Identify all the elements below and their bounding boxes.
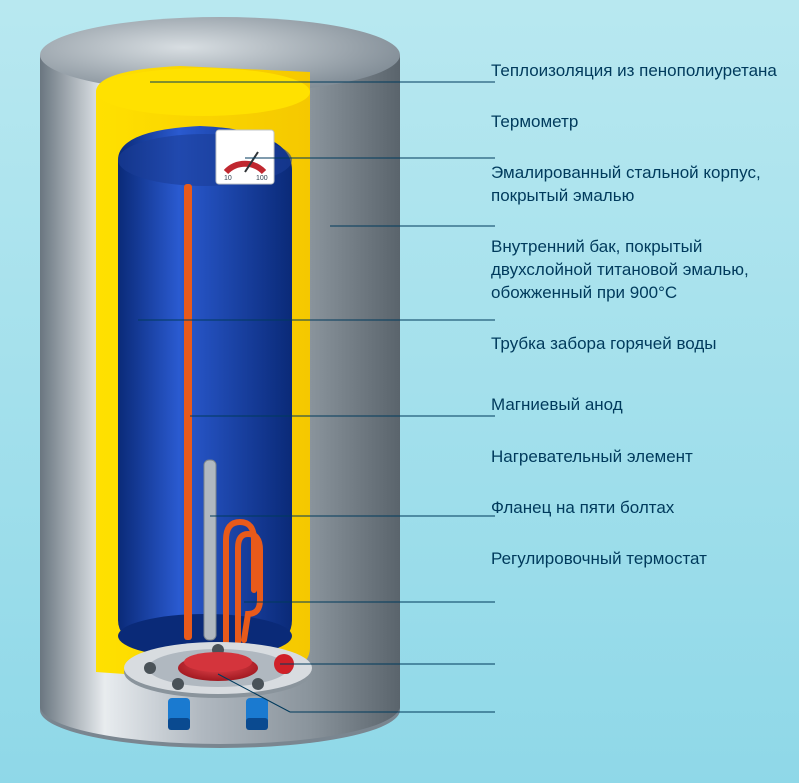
label-enamel-body: Эмалированный стальной корпус, покрытый … xyxy=(491,162,781,208)
label-heater: Нагревательный элемент xyxy=(491,446,781,469)
label-inner-tank: Внутренний бак, покрытый двухслойной тит… xyxy=(491,236,781,305)
therm-high: 100 xyxy=(256,175,268,182)
label-column: Теплоизоляция из пенополиуретана Термоме… xyxy=(491,60,781,599)
magnesium-anode xyxy=(204,460,216,640)
label-hot-pipe: Трубка забора горячей воды xyxy=(491,333,781,356)
therm-low: 10 xyxy=(224,175,232,182)
label-flange: Фланец на пяти болтах xyxy=(491,497,781,520)
label-anode: Магниевый анод xyxy=(491,394,781,417)
label-thermostat: Регулировочный термостат xyxy=(491,548,781,571)
hot-water-pipe xyxy=(184,184,192,640)
thermometer: 10 100 xyxy=(216,130,274,184)
label-thermometer: Термометр xyxy=(491,111,781,134)
label-insulation: Теплоизоляция из пенополиуретана xyxy=(491,60,781,83)
